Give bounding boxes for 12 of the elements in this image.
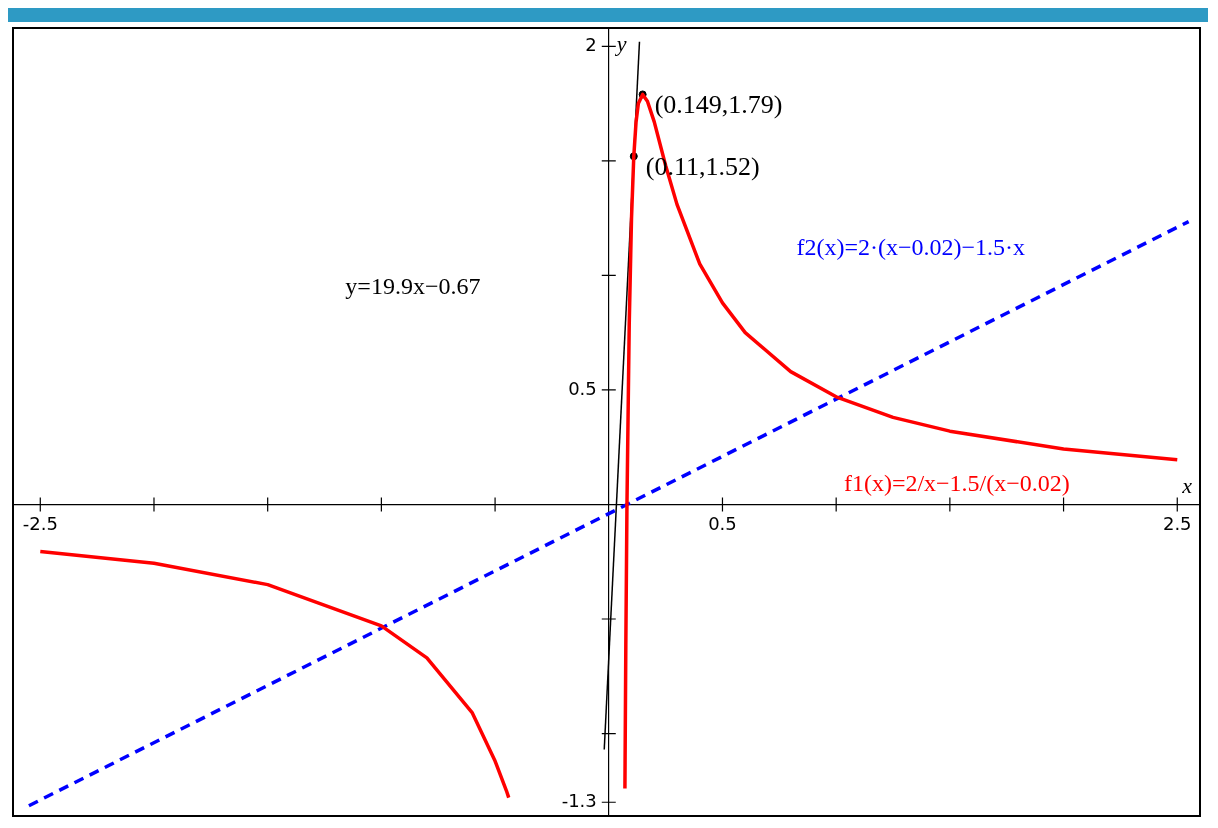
x-tick-label: 0.5 [708, 513, 737, 535]
x-tick-label: -2.5 [22, 513, 58, 535]
data-label: (0.149,1.79) [654, 90, 783, 120]
y-tick-label: 2 [585, 34, 597, 55]
y-tick-label: -1.3 [561, 789, 597, 811]
y-tick-label: 0.5 [568, 377, 597, 399]
series-label: f1(x)=2/x−1.5/(x−0.02) [843, 470, 1070, 497]
x-axis-title: x [1181, 473, 1193, 499]
series-label: f2(x)=2·(x−0.02)−1.5·x [796, 233, 1025, 260]
x-tick-label: 2.5 [1162, 513, 1192, 535]
text: y=19.9x−0.67 [345, 273, 481, 300]
y-axis-title: y [614, 30, 627, 56]
